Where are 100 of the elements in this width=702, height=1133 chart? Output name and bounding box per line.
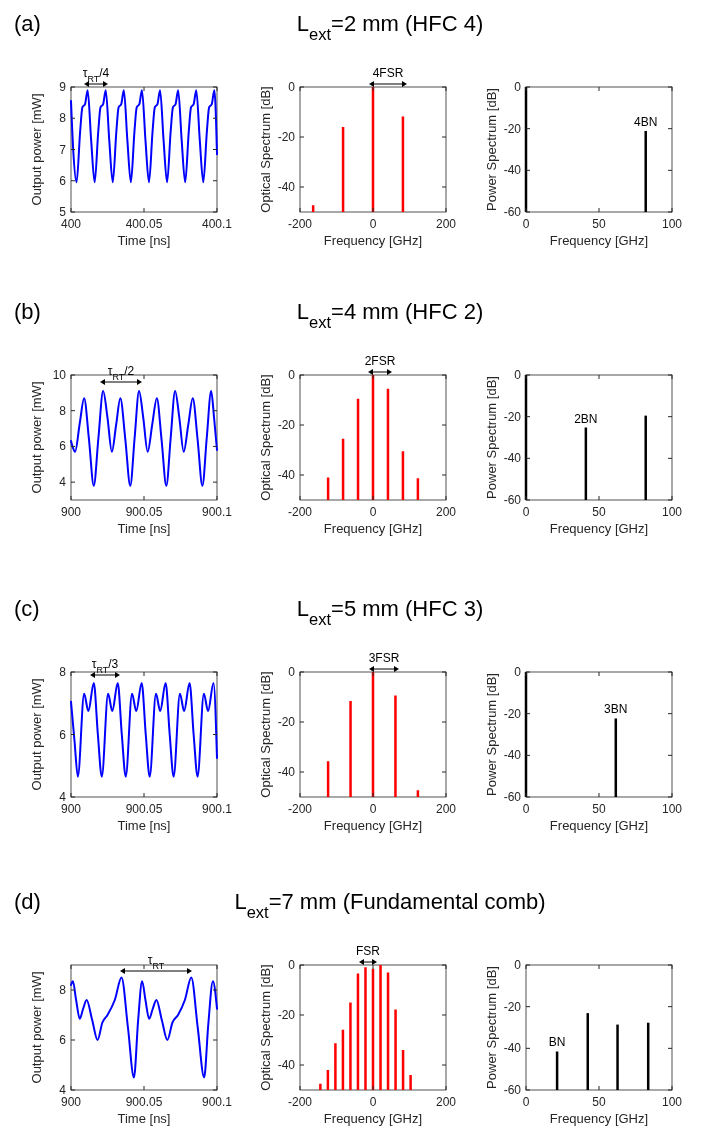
x-axis-title: Frequency [GHz] [323, 1111, 423, 1126]
x-tick-label: 100 [661, 217, 683, 231]
chart-title: L$_{ext}$=4 mm (HFC 2) [296, 299, 484, 331]
y-tick-label: 8 [59, 403, 67, 418]
x-tick-label: 50 [592, 802, 606, 816]
annotation: 2BN [574, 411, 598, 426]
annotation: τ$_{RT}$/2 [107, 364, 135, 382]
x-tick-label: 0 [369, 802, 377, 816]
y-tick-label: -20 [503, 706, 522, 721]
x-tick-label: 0 [369, 1095, 377, 1109]
x-tick-label: 900.1 [201, 802, 233, 816]
x-tick-label: 200 [435, 802, 457, 816]
y-tick-label: 8 [59, 983, 67, 997]
y-tick-label: -40 [503, 163, 522, 178]
y-tick-label: -40 [277, 1058, 296, 1072]
y-tick-label: 0 [288, 665, 296, 679]
x-tick-label: 100 [661, 1095, 683, 1109]
y-axis-title: Optical Spectrum [dB] [258, 86, 273, 213]
y-axis-title: Output power [mW] [29, 381, 44, 494]
x-axis-title: Frequency [GHz] [549, 1111, 649, 1126]
bar [394, 695, 397, 797]
y-axis-title: Output power [mW] [29, 678, 44, 791]
x-axis-title: Frequency [GHz] [549, 818, 649, 833]
y-axis-title: Power Spectrum [dB] [484, 376, 499, 499]
y-tick-label: 0 [514, 368, 522, 382]
x-axis-title: Frequency [GHz] [323, 521, 423, 536]
x-tick-label: 400.1 [201, 217, 233, 231]
y-tick-label: 4 [59, 1083, 67, 1097]
x-tick-label: 200 [435, 1095, 457, 1109]
y-tick-label: -60 [503, 1083, 522, 1097]
bar [334, 1043, 337, 1090]
x-tick-label: 0 [369, 217, 377, 231]
y-tick-label: -40 [503, 451, 522, 466]
text: FSR [356, 944, 381, 958]
y-tick-label: 0 [288, 958, 296, 972]
x-tick-label: 100 [661, 802, 683, 816]
x-axis-title: Frequency [GHz] [549, 233, 649, 248]
y-axis-title: Optical Spectrum [dB] [258, 374, 273, 501]
line-series [70, 390, 218, 487]
x-tick-label: 900 [60, 505, 82, 519]
y-axis-title: Power Spectrum [dB] [484, 673, 499, 796]
y-tick-label: 0 [514, 958, 522, 972]
y-axis-title: Power Spectrum [dB] [484, 88, 499, 211]
text: 2FSR [364, 354, 396, 368]
y-tick-label: 0 [514, 80, 522, 94]
x-tick-label: 900.1 [201, 1095, 233, 1109]
x-tick-label: -200 [287, 217, 313, 231]
y-tick-label: 5 [59, 205, 67, 219]
y-axis-title: Optical Spectrum [dB] [258, 964, 273, 1091]
y-tick-label: -40 [277, 180, 296, 194]
x-tick-label: -200 [287, 1095, 313, 1109]
chart-title: L$_{ext}$=5 mm (HFC 3) [296, 596, 484, 628]
y-axis-title: Output power [mW] [29, 971, 44, 1084]
x-tick-label: 900.05 [125, 505, 163, 519]
y-tick-label: 10 [52, 368, 67, 382]
text: 3FSR [368, 651, 400, 665]
text: (a) [14, 11, 41, 36]
y-tick-label: 0 [288, 368, 296, 382]
x-axis-title: Time [ns] [117, 1111, 171, 1126]
x-tick-label: 900 [60, 802, 82, 816]
x-tick-label: 0 [369, 505, 377, 519]
y-tick-label: -20 [277, 715, 296, 729]
annotation: τ$_{RT}$/3 [91, 657, 119, 675]
y-tick-label: -60 [503, 493, 522, 507]
bar [409, 1075, 412, 1090]
y-axis-title: Power Spectrum [dB] [484, 966, 499, 1089]
x-axis-title: Time [ns] [117, 818, 171, 833]
bar [616, 1024, 619, 1090]
y-tick-label: 4 [59, 475, 67, 490]
line-series [70, 681, 218, 778]
x-tick-label: 50 [592, 505, 606, 519]
x-tick-label: 900.05 [125, 802, 163, 816]
y-tick-label: -20 [277, 418, 296, 432]
y-tick-label: -40 [503, 1041, 522, 1056]
y-tick-label: -40 [277, 468, 296, 482]
bar [319, 1083, 322, 1090]
y-axis-title: Optical Spectrum [dB] [258, 671, 273, 798]
annotation: BN [548, 1035, 566, 1050]
x-axis-title: Frequency [GHz] [549, 521, 649, 536]
x-tick-label: 200 [435, 217, 457, 231]
bar [349, 1002, 352, 1090]
x-axis-title: Frequency [GHz] [323, 233, 423, 248]
y-tick-label: -60 [503, 205, 522, 219]
y-tick-label: -20 [277, 130, 296, 144]
text: τ$_{RT}$/4 [82, 66, 110, 84]
y-tick-label: 8 [59, 665, 67, 679]
x-tick-label: 200 [435, 505, 457, 519]
y-tick-label: -60 [503, 790, 522, 804]
y-tick-label: 8 [59, 111, 67, 126]
y-tick-label: 6 [59, 173, 67, 188]
x-axis-title: Frequency [GHz] [323, 818, 423, 833]
y-tick-label: 0 [514, 665, 522, 679]
bar [364, 967, 367, 1090]
annotation: τ$_{RT}$ [147, 953, 165, 971]
text: (c) [14, 596, 40, 621]
y-tick-label: 6 [59, 727, 67, 742]
text: 4FSR [372, 66, 404, 80]
chart-title: L$_{ext}$=2 mm (HFC 4) [296, 11, 484, 43]
y-axis-title: Output power [mW] [29, 93, 44, 206]
x-tick-label: 900.05 [125, 1095, 163, 1109]
